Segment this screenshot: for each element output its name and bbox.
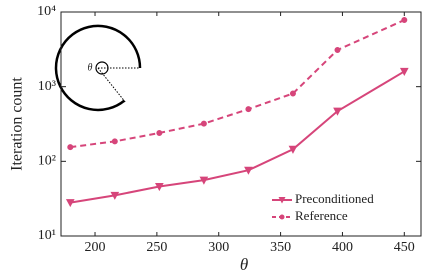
legend-marker: [278, 197, 286, 204]
point: [334, 46, 341, 53]
x-tick-label: 450: [394, 240, 415, 255]
point: [155, 183, 164, 192]
y-tick-label: 10²: [38, 154, 56, 169]
series-line: [70, 19, 405, 149]
point: [399, 67, 409, 76]
point: [401, 17, 408, 24]
x-tick-label: 250: [146, 240, 167, 255]
x-axis-label: θ: [240, 255, 248, 274]
y-tick-label: 10¹: [38, 228, 56, 243]
x-tick-label: 300: [208, 240, 229, 255]
point: [67, 144, 74, 151]
point: [245, 106, 252, 113]
point: [65, 199, 75, 208]
point: [156, 129, 163, 136]
x-tick-label: 400: [332, 240, 353, 255]
legend-label: Reference: [295, 208, 348, 223]
y-tick-label: 10⁴: [37, 4, 56, 19]
series-line: [70, 70, 405, 204]
point: [288, 145, 298, 154]
inset-arc: [54, 24, 142, 112]
inset-label: θ: [88, 62, 93, 73]
plot-frame: [60, 11, 422, 237]
inset-diagram: [54, 24, 142, 112]
inset-circle: [95, 61, 109, 75]
point: [200, 120, 207, 127]
y-axis-label: Iteration count: [9, 77, 26, 171]
legend-marker: [279, 214, 285, 220]
point: [289, 90, 296, 97]
point: [244, 166, 253, 175]
x-tick-label: 200: [85, 240, 106, 255]
x-tick-label: 350: [270, 240, 291, 255]
point: [333, 107, 342, 116]
legend-label: Preconditioned: [295, 191, 374, 206]
y-tick-label: 10³: [38, 79, 56, 94]
point: [199, 176, 209, 185]
inset-ray: [97, 67, 127, 104]
point: [111, 138, 118, 145]
point: [110, 191, 120, 200]
